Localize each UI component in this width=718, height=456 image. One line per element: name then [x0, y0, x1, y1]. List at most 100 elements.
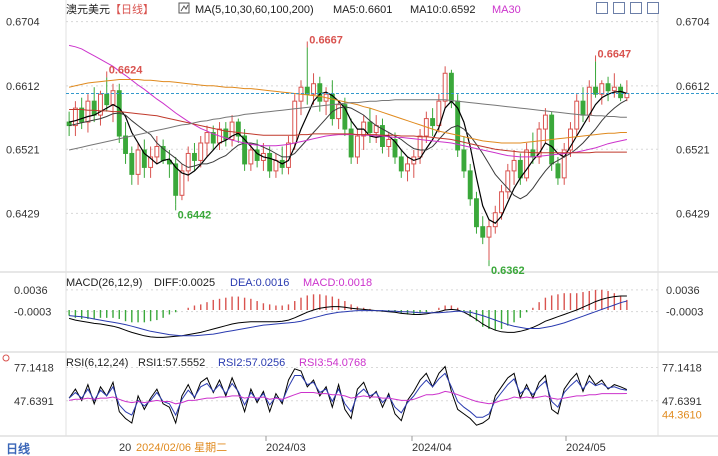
macd-axis-right-tick: -0.0003 [666, 307, 703, 319]
candle-up [436, 100, 442, 127]
period-title: 【日线】 [110, 2, 154, 16]
ma-line-ma60 [69, 109, 627, 154]
rsi2-value: RSI2:57.0256 [218, 357, 285, 369]
layout-icon[interactable] [630, 2, 642, 14]
high-annotation: 0.6624 [109, 64, 144, 76]
candle-up [561, 149, 567, 179]
candle-down [123, 135, 128, 154]
low-annotation: 0.6442 [178, 209, 212, 221]
month-label: 2024/05 [566, 442, 606, 454]
candle-down [304, 86, 310, 95]
ma-line-ma10 [68, 99, 628, 200]
candle-down [593, 86, 598, 95]
macd-dea-value: DEA:0.0016 [230, 277, 289, 289]
ma-line-ma200 [68, 99, 627, 151]
macd-axis-left-tick: -0.0003 [14, 307, 51, 319]
price-axis-right-tick: 0.6521 [676, 144, 710, 156]
settings-icon[interactable] [613, 2, 625, 14]
rsi-settings-icon [2, 354, 10, 362]
period-tab: 日线 [6, 441, 30, 456]
rsi-line-2 [68, 372, 627, 418]
price-axis-left-tick: 0.6612 [6, 81, 40, 93]
candle-down [342, 104, 348, 130]
candle-down [129, 152, 135, 175]
candle-up [524, 149, 530, 179]
candle-up [311, 83, 316, 95]
candle-up [273, 159, 279, 172]
candle-up [568, 128, 573, 151]
candle-up [511, 159, 517, 172]
macd-axis-right-tick: 0.0036 [666, 285, 700, 297]
candle-down [329, 93, 335, 120]
candle-up [611, 86, 617, 92]
candle-down [474, 198, 479, 228]
rsi-axis-right-tick: 77.1418 [662, 362, 702, 374]
refresh-icon[interactable] [647, 2, 659, 14]
candle-up [336, 104, 342, 120]
price-axis-left-tick: 0.6704 [6, 17, 40, 29]
candle-down [79, 107, 85, 123]
candle-up [148, 156, 154, 168]
candle-up [110, 90, 116, 106]
candle-up [204, 132, 210, 144]
candle-up [417, 135, 423, 158]
ma-line-ma30 [68, 44, 628, 158]
candle-up [624, 92, 630, 99]
high-annotation: 0.6667 [309, 34, 343, 46]
macd-dea-line [69, 300, 628, 337]
candle-up [248, 149, 254, 165]
rsi3-value: RSI3:54.0768 [299, 357, 366, 369]
candle-up [154, 145, 160, 158]
candle-up [98, 93, 103, 116]
candle-down [104, 93, 110, 106]
candle-down [210, 132, 216, 144]
candle-up [586, 86, 592, 116]
candle-up [179, 170, 185, 196]
candle-up [442, 72, 448, 102]
candle-down [430, 118, 436, 127]
crosshair-date: 2024/02/06 星期二 [136, 441, 227, 454]
candle-up [198, 142, 204, 161]
indicator-settings-icon [178, 2, 190, 14]
candle-down [398, 156, 404, 172]
rsi-axis-left-tick: 47.6391 [14, 396, 54, 408]
candle-up [185, 152, 191, 172]
candle-up [599, 83, 605, 95]
candle-down [242, 135, 248, 165]
rsi-axis-right-tick-alt: 44.3610 [662, 409, 702, 421]
candle-down [141, 149, 147, 168]
ma-line-ma5 [68, 90, 628, 224]
candle-down [91, 100, 97, 116]
macd-diff-line [68, 295, 627, 338]
candle-up [492, 212, 498, 228]
candle-down [555, 163, 561, 179]
candle-down [367, 121, 373, 134]
candle-up [386, 139, 392, 147]
candle-down [530, 149, 536, 158]
ma5-value: MA5:0.6601 [333, 4, 392, 16]
candle-down [448, 72, 454, 102]
candle-up [286, 142, 291, 168]
candle-up [486, 226, 492, 238]
month-label: 2024/04 [412, 442, 452, 454]
crosshair-day-prefix: 20 [119, 442, 131, 454]
candle-down [317, 83, 323, 102]
low-annotation: 0.6362 [491, 265, 525, 277]
ma30-label: MA30 [492, 4, 521, 16]
expand-icon[interactable] [596, 2, 608, 14]
macd-title: MACD(26,12,9) [66, 277, 142, 289]
candle-up [135, 149, 141, 175]
price-axis-right-tick: 0.6612 [676, 81, 710, 93]
candle-down [173, 163, 179, 196]
candle-down [235, 121, 241, 137]
candle-up [536, 128, 542, 158]
candle-down [461, 149, 467, 172]
price-axis-left-tick: 0.6521 [6, 144, 40, 156]
rsi-axis-right-tick: 47.6391 [662, 396, 702, 408]
candle-down [580, 100, 586, 116]
candle-up [542, 114, 548, 130]
candle-up [505, 170, 511, 193]
symbol-title: 澳元美元 [66, 3, 110, 16]
rsi-title: RSI(6,12,24) [66, 357, 128, 369]
